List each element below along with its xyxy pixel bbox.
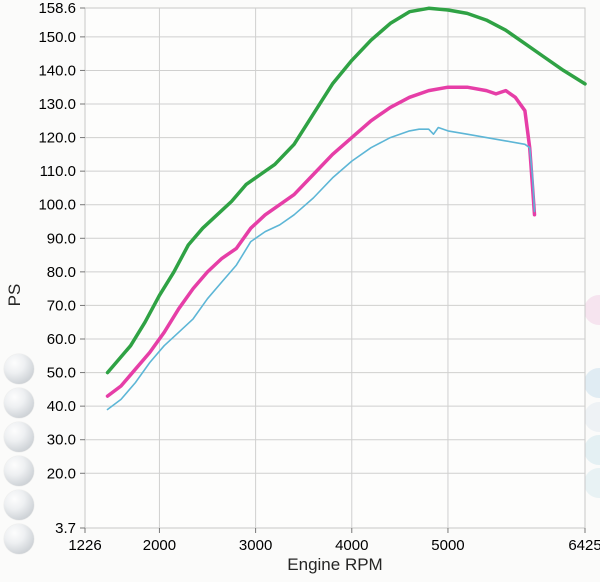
y-tick-label: 150.0 <box>38 29 76 46</box>
x-tick-label: 3000 <box>239 537 272 554</box>
y-tick-label: 130.0 <box>38 96 76 113</box>
x-tick-label: 5000 <box>431 537 464 554</box>
y-tick-label: 60.0 <box>47 331 76 348</box>
x-tick-label: 4000 <box>335 537 368 554</box>
x-tick-label: 1226 <box>68 537 101 554</box>
y-tick-label: 158.6 <box>38 0 76 17</box>
y-tick-label: 90.0 <box>47 230 76 247</box>
chart-svg: 3.7 20.0 30.0 40.0 50.0 60.0 70.0 80.0 90.0 100.0… <box>0 0 600 582</box>
y-tick-label: 30.0 <box>47 432 76 449</box>
y-tick-label: 40.0 <box>47 398 76 415</box>
y-tick-label: 3.7 <box>55 520 76 537</box>
y-tick-label: 50.0 <box>47 365 76 382</box>
plot-background <box>85 8 585 528</box>
y-tick-label: 120.0 <box>38 130 76 147</box>
y-tick-label: 140.0 <box>38 62 76 79</box>
y-tick-label: 100.0 <box>38 197 76 214</box>
y-tick-label: 110.0 <box>40 163 76 180</box>
y-tick-label: 70.0 <box>47 297 76 314</box>
y-tick-label: 80.0 <box>47 264 76 281</box>
x-tick-label: 2000 <box>143 537 176 554</box>
dyno-chart: 3.7 20.0 30.0 40.0 50.0 60.0 70.0 80.0 90.0 100.0… <box>0 0 600 582</box>
y-tick-label: 20.0 <box>47 465 76 482</box>
x-tick-label: 6425 <box>568 537 600 554</box>
